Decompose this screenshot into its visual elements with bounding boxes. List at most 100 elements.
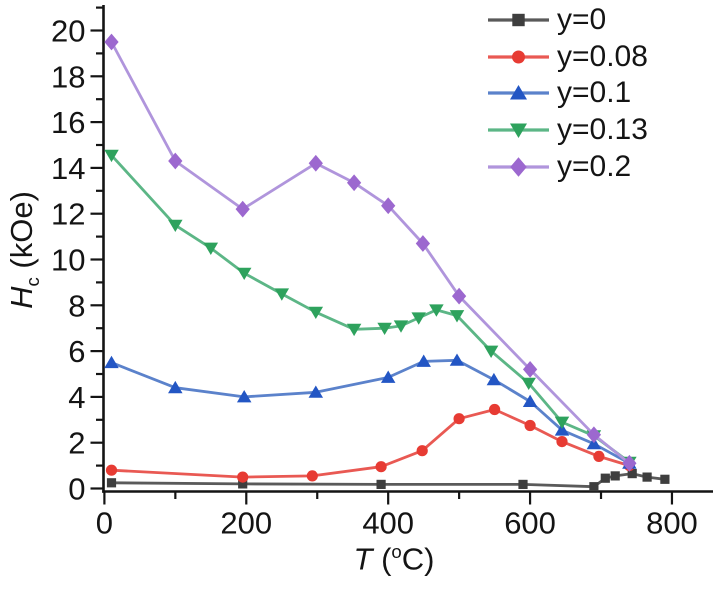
legend-item-y=0: y=0 (487, 2, 648, 39)
triangle-up-marker-icon (104, 355, 119, 369)
axes (102, 5, 713, 493)
triangle-up-marker-icon (416, 354, 431, 367)
circle-marker-icon (375, 461, 387, 473)
y-tick-label: 6 (68, 334, 85, 369)
legend-item-y=0.08: y=0.08 (487, 39, 648, 76)
y-axis-symbol: H (4, 286, 39, 309)
legend-label: y=0.1 (557, 76, 632, 110)
square-marker-icon (642, 472, 652, 482)
triangle-up-marker-icon (308, 385, 324, 398)
legend-sample-square (488, 14, 549, 27)
triangle-down-marker-icon (449, 310, 465, 323)
diamond-marker-icon (104, 33, 119, 51)
legend-item-y=0.13: y=0.13 (487, 112, 648, 149)
circle-marker-icon (453, 413, 465, 425)
y-tick-label: 14 (51, 151, 85, 186)
square-marker-icon (660, 474, 670, 484)
circle-marker-icon (593, 450, 605, 462)
x-tick-label: 800 (646, 506, 698, 541)
legend-sample-triangle-up (488, 85, 549, 100)
y-tick-label: 12 (51, 197, 85, 232)
y-axis-label: Hc (kOe) (4, 150, 45, 350)
x-axis-unit-open: ( (372, 541, 392, 577)
triangle-down-marker-icon (554, 416, 570, 429)
triangle-down-marker-icon (346, 323, 362, 337)
series-y=0.13 (104, 149, 637, 470)
triangle-up-marker-icon (522, 394, 538, 408)
circle-marker-icon (524, 419, 536, 432)
square-marker-icon (589, 482, 599, 492)
y-tick-label: 2 (68, 426, 85, 461)
triangle-down-marker-icon (104, 149, 119, 163)
triangle-up-marker-icon (449, 353, 465, 366)
series-line (110, 154, 631, 464)
triangle-down-marker-icon (411, 312, 426, 325)
square-marker-icon (518, 479, 528, 489)
x-axis-label: T (oC) (294, 541, 494, 582)
triangle-down-marker-icon (521, 377, 536, 391)
series-y=0.1 (104, 353, 637, 469)
circle-marker-icon (512, 50, 525, 64)
circle-marker-icon (306, 470, 318, 482)
circle-marker-icon (237, 471, 249, 483)
x-axis-symbol: T (353, 541, 373, 577)
y-tick-label: 0 (68, 472, 85, 507)
square-marker-icon (610, 471, 620, 481)
diamond-marker-icon (522, 361, 538, 378)
diamond-marker-icon (308, 154, 323, 172)
triangle-down-marker-icon (393, 320, 409, 333)
degree-icon: o (391, 541, 402, 562)
square-marker-icon (376, 479, 386, 489)
circle-marker-icon (105, 464, 118, 476)
triangle-down-marker-icon (168, 219, 183, 233)
diamond-marker-icon (381, 197, 396, 215)
diamond-marker-icon (235, 200, 250, 218)
diamond-marker-icon (510, 156, 527, 177)
x-tick-label: 0 (96, 506, 113, 541)
x-tick-label: 600 (504, 506, 556, 541)
diamond-marker-icon (346, 174, 362, 192)
triangle-up-marker-icon (554, 423, 570, 436)
x-tick-label: 400 (362, 506, 414, 541)
diamond-marker-icon (415, 235, 431, 252)
triangle-up-marker-icon (168, 380, 183, 394)
y-tick-label: 10 (51, 243, 85, 278)
circle-marker-icon (416, 445, 428, 457)
y-axis-unit: (kOe) (4, 191, 39, 278)
triangle-down-marker-icon (510, 123, 527, 139)
square-marker-icon (627, 469, 637, 479)
legend-label: y=0.2 (557, 149, 632, 183)
triangle-up-marker-icon (586, 436, 602, 450)
legend-sample-diamond (488, 156, 549, 177)
y-axis-subscript: c (22, 277, 44, 287)
x-axis-unit-close: C) (401, 541, 435, 577)
diamond-marker-icon (586, 426, 602, 444)
series-line (111, 472, 666, 489)
square-marker-icon (106, 478, 117, 488)
legend-label: y=0 (557, 3, 607, 37)
legend-sample-triangle-down (488, 123, 549, 139)
y-tick-label: 18 (51, 59, 85, 94)
triangle-down-marker-icon (483, 345, 499, 358)
diamond-marker-icon (622, 454, 637, 472)
legend-label: y=0.08 (557, 39, 648, 73)
triangle-down-marker-icon (308, 306, 324, 320)
chart-legend: y=0 y=0.08 y=0.1 y=0.13 y=0.2 (487, 2, 648, 185)
y-tick-label: 4 (68, 380, 85, 415)
legend-label: y=0.13 (557, 113, 648, 147)
triangle-down-marker-icon (203, 242, 219, 255)
triangle-up-marker-icon (486, 372, 502, 386)
legend-item-y=0.2: y=0.2 (487, 148, 648, 185)
y-tick-label: 16 (51, 105, 85, 140)
diamond-marker-icon (451, 287, 467, 305)
circle-marker-icon (556, 436, 568, 448)
triangle-up-marker-icon (236, 390, 252, 403)
legend-item-y=0.1: y=0.1 (487, 75, 648, 112)
triangle-down-marker-icon (274, 288, 290, 301)
circle-marker-icon (489, 403, 501, 416)
y-tick-label: 20 (51, 14, 85, 49)
diamond-marker-icon (168, 152, 183, 170)
